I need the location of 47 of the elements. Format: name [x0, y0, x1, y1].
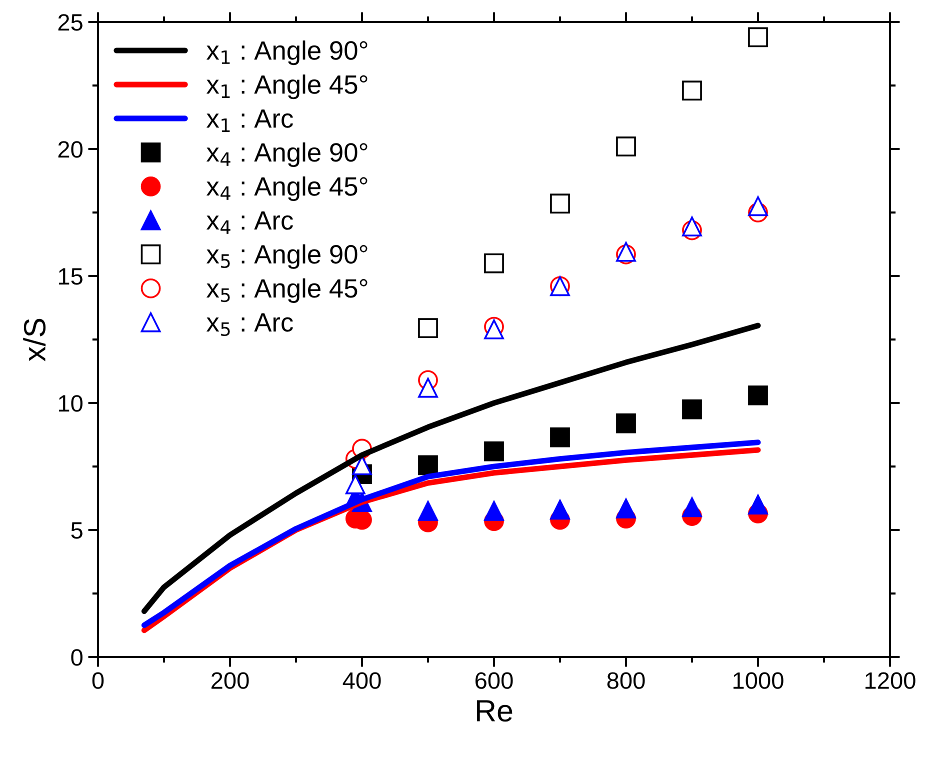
legend-label: x$_{4}$ : Arc — [206, 211, 293, 234]
x-axis-title: Re — [476, 700, 512, 722]
legend-label: x$_{1}$ : Angle 90° — [206, 40, 368, 66]
point — [682, 216, 702, 236]
y-axis-title: x/S — [23, 318, 46, 362]
x-tick-label: 1200 — [866, 672, 916, 689]
point — [418, 378, 438, 398]
point — [550, 194, 570, 214]
x-tick-label: 200 — [211, 672, 249, 689]
legend-label: x$_{5}$ : Arc — [206, 313, 293, 336]
y-tick-label: 5 — [71, 522, 82, 539]
legend-label: x$_{5}$ : Angle 45° — [206, 278, 368, 303]
y-tick-label: 10 — [58, 395, 82, 412]
point — [748, 27, 768, 48]
point — [748, 494, 768, 515]
x-tick-label: 1000 — [734, 672, 784, 689]
x-tick-label: 800 — [607, 672, 645, 689]
point — [748, 196, 768, 216]
point — [484, 501, 504, 521]
x-tick-label: 0 — [92, 672, 104, 689]
point — [418, 455, 438, 476]
point — [682, 497, 702, 518]
legend-label: x$_{4}$ : Angle 45° — [206, 176, 368, 202]
legend-label: x$_{4}$ : Angle 90° — [206, 142, 368, 167]
legend-label: x$_{1}$ : Angle 45° — [206, 74, 368, 100]
y-tick-label: 20 — [58, 141, 82, 158]
point — [616, 136, 636, 156]
point — [748, 385, 768, 406]
y-tick-label: 25 — [58, 14, 82, 31]
y-tick-label: 15 — [58, 268, 82, 285]
point — [484, 441, 504, 462]
legend-label: x$_{5}$ : Angle 90° — [206, 244, 368, 269]
legend-label: x$_{1}$ : Arc — [206, 109, 293, 132]
point — [616, 413, 636, 434]
point — [550, 427, 570, 448]
x-tick-label: 400 — [342, 672, 381, 689]
point — [616, 498, 636, 518]
point — [682, 399, 702, 420]
point — [418, 501, 438, 521]
point — [345, 474, 366, 494]
point — [550, 500, 570, 520]
y-tick-label: 0 — [71, 649, 82, 666]
point — [682, 80, 702, 101]
x-tick-label: 600 — [476, 672, 513, 689]
point — [352, 455, 372, 476]
point — [418, 318, 438, 338]
point — [484, 253, 504, 274]
